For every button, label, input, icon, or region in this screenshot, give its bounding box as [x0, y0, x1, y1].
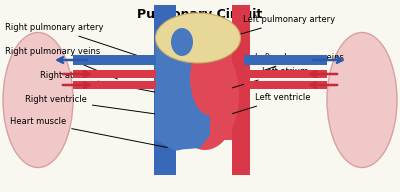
Ellipse shape	[190, 41, 230, 116]
Ellipse shape	[171, 40, 239, 150]
Ellipse shape	[171, 28, 193, 56]
Ellipse shape	[156, 13, 240, 63]
Ellipse shape	[327, 32, 397, 167]
Text: Left atrium: Left atrium	[228, 68, 308, 89]
Text: Left ventricle: Left ventricle	[231, 94, 310, 114]
Bar	[73, 55, 156, 65]
Bar	[244, 81, 327, 89]
Bar	[232, 5, 250, 175]
Ellipse shape	[3, 32, 73, 167]
Text: Pulmonary Circuit: Pulmonary Circuit	[137, 8, 263, 21]
Text: Right pulmonary artery: Right pulmonary artery	[5, 23, 154, 61]
Text: Left pulmonary veins: Left pulmonary veins	[248, 54, 344, 76]
Text: Heart muscle: Heart muscle	[10, 118, 167, 147]
Polygon shape	[155, 30, 210, 150]
Polygon shape	[185, 30, 232, 140]
Bar	[244, 70, 327, 78]
Text: Right pulmonary veins: Right pulmonary veins	[5, 47, 118, 79]
Bar	[73, 70, 156, 78]
Bar	[154, 5, 176, 175]
Bar	[244, 55, 327, 65]
Ellipse shape	[156, 46, 198, 151]
Bar	[73, 81, 156, 89]
Text: Left pulmonary artery: Left pulmonary artery	[223, 16, 335, 39]
Text: Right ventricle: Right ventricle	[25, 95, 160, 115]
Text: Right atrium: Right atrium	[40, 70, 167, 94]
